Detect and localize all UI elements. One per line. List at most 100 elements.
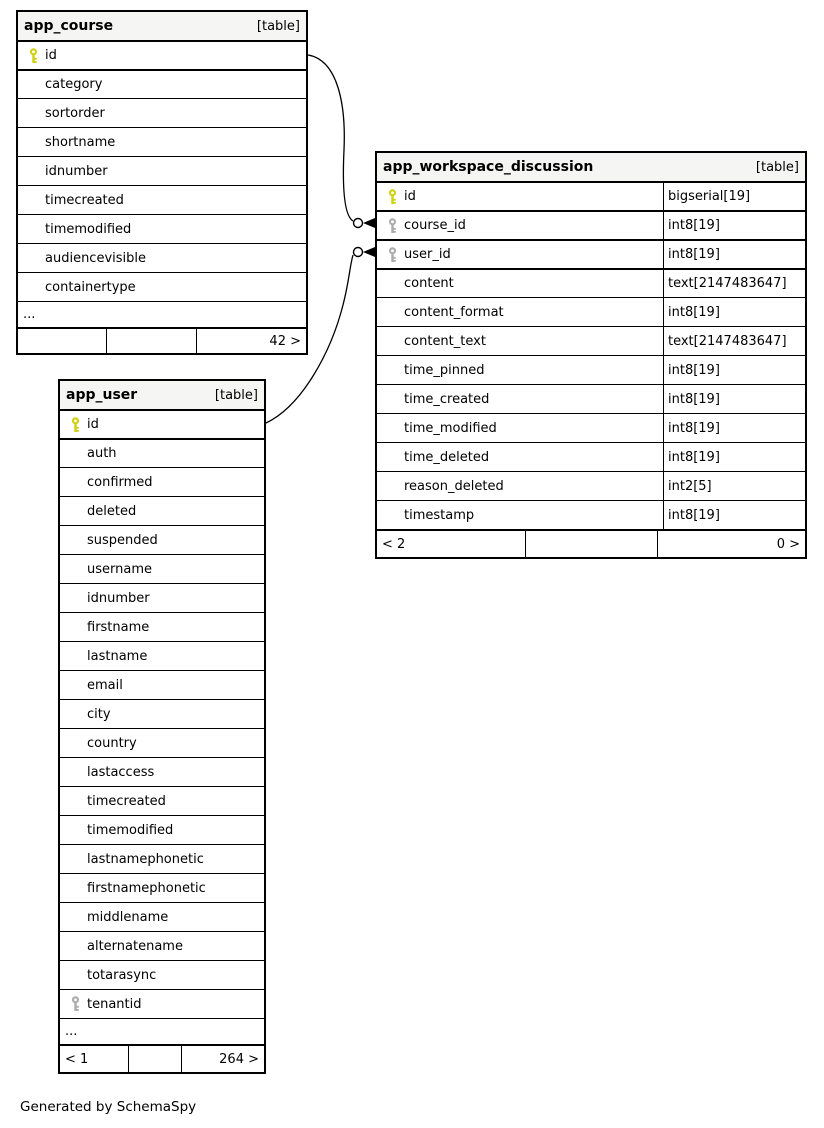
column-name: timecreated — [45, 192, 124, 208]
column-name: lastname — [87, 648, 148, 664]
relation-zero-circle-user-id — [352, 246, 364, 258]
column-name: idnumber — [45, 163, 108, 179]
column-name: shortname — [45, 134, 116, 150]
column-row-time_created: time_created int8[19] — [377, 384, 805, 413]
column-name: time_modified — [404, 420, 497, 436]
column-name: firstnamephonetic — [87, 880, 206, 896]
table-footer: < 1 264 > — [60, 1044, 264, 1072]
table-header-app-workspace-discussion[interactable]: app_workspace_discussion [table] — [377, 153, 805, 181]
column-name: alternatename — [87, 938, 183, 954]
column-row-shortname: shortname — [18, 127, 306, 156]
column-row-user_id: user_id int8[19] — [377, 239, 805, 268]
footer-children-cell: 42 > — [196, 329, 306, 353]
column-name: course_id — [404, 218, 466, 233]
column-name: user_id — [404, 247, 451, 262]
column-name: time_deleted — [404, 449, 490, 465]
column-name: confirmed — [87, 474, 153, 490]
table-header-app-user[interactable]: app_user [table] — [60, 381, 264, 409]
column-name: suspended — [87, 532, 158, 548]
column-row-lastname: lastname — [60, 641, 264, 670]
column-row-idnumber: idnumber — [18, 156, 306, 185]
foreign-key-icon — [388, 246, 404, 263]
column-type: text[2147483647] — [663, 327, 805, 355]
column-name: sortorder — [45, 105, 105, 121]
column-list: id bigserial[19] course_id int8[19] user_id i… — [377, 181, 805, 529]
entity-table-app-user: app_user [table] id auth confirmed deleted s… — [58, 379, 266, 1074]
column-name: email — [87, 677, 123, 693]
table-footer: < 2 0 > — [377, 529, 805, 557]
table-type-badge: [table] — [755, 159, 799, 175]
column-name: content_format — [404, 304, 504, 320]
column-name: auth — [87, 446, 117, 461]
column-type: bigserial[19] — [663, 183, 805, 210]
footer-children-cell: 264 > — [181, 1046, 264, 1072]
footer-parents-cell: < 2 — [382, 536, 406, 552]
table-title: app_course — [24, 18, 114, 34]
primary-key-icon — [71, 416, 87, 433]
table-footer: 42 > — [18, 327, 306, 353]
column-name: lastaccess — [87, 764, 155, 780]
column-row-idnumber: idnumber — [60, 583, 264, 612]
column-row-country: country — [60, 728, 264, 757]
column-type: int8[19] — [663, 298, 805, 326]
column-row-category: category — [18, 69, 306, 98]
column-row-timecreated: timecreated — [60, 786, 264, 815]
column-row-username: username — [60, 554, 264, 583]
column-name: content — [404, 276, 454, 291]
footer-middle-cell — [128, 1046, 181, 1072]
foreign-key-icon — [71, 996, 87, 1012]
column-name: id — [404, 189, 416, 204]
column-name: timemodified — [87, 822, 174, 838]
column-row-content_format: content_format int8[19] — [377, 297, 805, 326]
generated-by-note: Generated by SchemaSpy — [20, 1099, 197, 1115]
column-row-lastnamephonetic: lastnamephonetic — [60, 844, 264, 873]
column-type: int8[19] — [663, 385, 805, 413]
table-type-badge: [table] — [214, 387, 258, 403]
foreign-key-icon — [388, 217, 404, 234]
column-list: id category sortorder shortname idnumber time… — [18, 40, 306, 301]
column-name: containertype — [45, 279, 136, 295]
column-name: reason_deleted — [404, 478, 504, 494]
column-name: category — [45, 77, 103, 92]
column-row-id: id bigserial[19] — [377, 181, 805, 210]
footer-middle-cell — [525, 531, 657, 557]
column-row-timemodified: timemodified — [60, 815, 264, 844]
column-row-course_id: course_id int8[19] — [377, 210, 805, 239]
column-type: int8[19] — [663, 241, 805, 268]
table-header-app-course[interactable]: app_course [table] — [18, 12, 306, 40]
column-row-middlename: middlename — [60, 902, 264, 931]
column-row-tenantid: tenantid — [60, 989, 264, 1018]
column-list: id auth confirmed deleted suspended username i… — [60, 409, 264, 1018]
column-name: content_text — [404, 333, 486, 349]
column-row-id: id — [18, 40, 306, 69]
column-type: int8[19] — [663, 414, 805, 442]
more-columns-ellipsis: ... — [60, 1018, 264, 1044]
footer-parents-cell: < 1 — [65, 1051, 89, 1067]
column-name: middlename — [87, 909, 169, 925]
column-row-content_text: content_text text[2147483647] — [377, 326, 805, 355]
column-row-alternatename: alternatename — [60, 931, 264, 960]
column-name: audiencevisible — [45, 250, 147, 266]
column-name: lastnamephonetic — [87, 851, 204, 867]
column-row-timestamp: timestamp int8[19] — [377, 500, 805, 529]
column-type: int8[19] — [663, 356, 805, 384]
primary-key-icon — [388, 188, 404, 205]
column-row-time_modified: time_modified int8[19] — [377, 413, 805, 442]
column-name: totarasync — [87, 967, 157, 983]
column-row-auth: auth — [60, 438, 264, 467]
column-name: firstname — [87, 619, 150, 635]
column-row-time_pinned: time_pinned int8[19] — [377, 355, 805, 384]
table-type-badge: [table] — [256, 18, 300, 34]
column-name: time_created — [404, 391, 490, 407]
entity-table-app-workspace-discussion: app_workspace_discussion [table] id bigse… — [375, 151, 807, 559]
relation-arrowhead-user-id — [363, 247, 375, 257]
column-row-confirmed: confirmed — [60, 467, 264, 496]
column-row-timecreated: timecreated — [18, 185, 306, 214]
footer-children-cell: 0 > — [657, 531, 805, 557]
column-name: deleted — [87, 503, 137, 519]
column-row-reason_deleted: reason_deleted int2[5] — [377, 471, 805, 500]
column-name: id — [45, 48, 57, 63]
column-name: idnumber — [87, 590, 150, 606]
column-row-timemodified: timemodified — [18, 214, 306, 243]
column-row-content: content text[2147483647] — [377, 268, 805, 297]
